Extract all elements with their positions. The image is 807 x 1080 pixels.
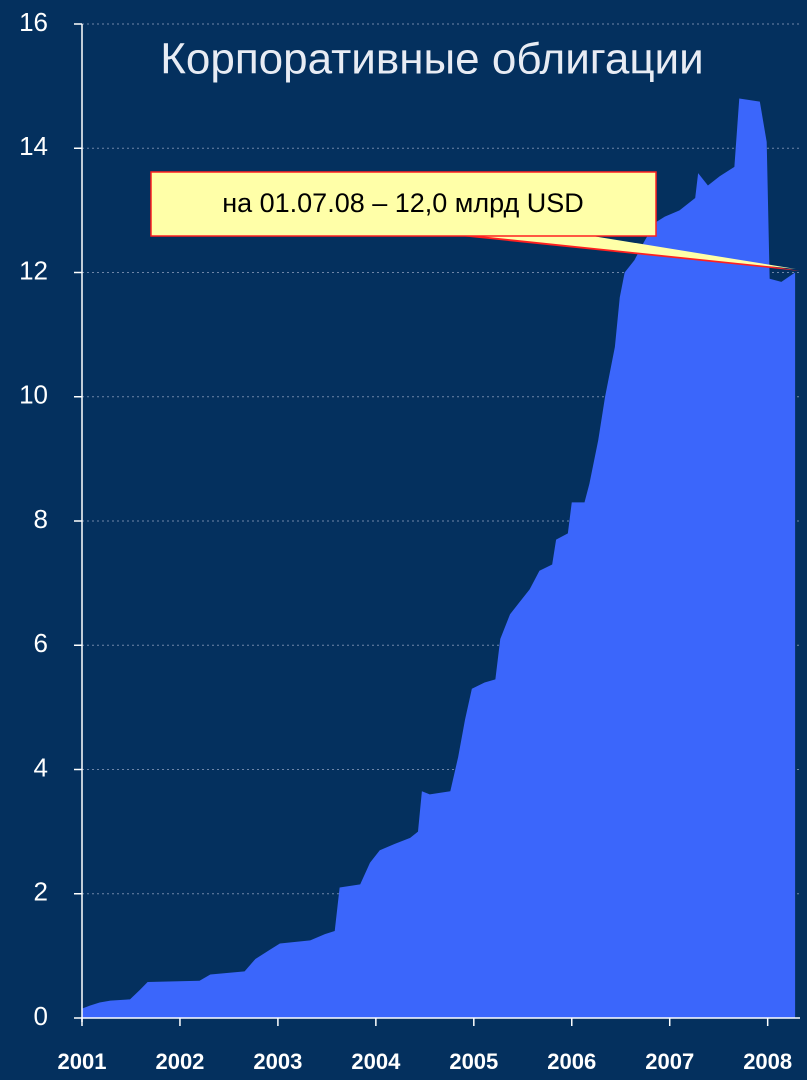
x-tick-label: 2003 <box>253 1049 302 1074</box>
callout-pointer-fill <box>460 234 796 269</box>
callout-pointer <box>460 236 800 271</box>
callout-box <box>150 171 657 237</box>
y-tick-label: 2 <box>34 877 48 907</box>
chart-title: Корпоративные облигации <box>160 35 703 84</box>
area <box>82 98 796 1019</box>
x-tick-label: 2007 <box>645 1049 694 1074</box>
x-tick-label: 2002 <box>155 1049 204 1074</box>
y-tick-label: 4 <box>34 752 48 782</box>
y-tick-label: 16 <box>19 7 48 37</box>
annotation: на 01.07.08 – 12,0 млрд USD <box>222 188 584 218</box>
x-tick-label: 2004 <box>351 1049 401 1074</box>
x-tick-label: 2005 <box>449 1049 498 1074</box>
y-tick-label: 12 <box>19 255 48 285</box>
y-tick-label: 14 <box>19 131 48 161</box>
y-tick-label: 0 <box>34 1001 48 1031</box>
y-tick-label: 10 <box>19 380 48 410</box>
plot <box>74 23 800 1026</box>
x-tick-label: 2008 <box>743 1049 792 1074</box>
x-tick-label: 2001 <box>58 1049 107 1074</box>
x-tick-label: 2006 <box>547 1049 596 1074</box>
y-tick-label: 6 <box>34 628 48 658</box>
y-tick-label: 8 <box>34 504 48 534</box>
